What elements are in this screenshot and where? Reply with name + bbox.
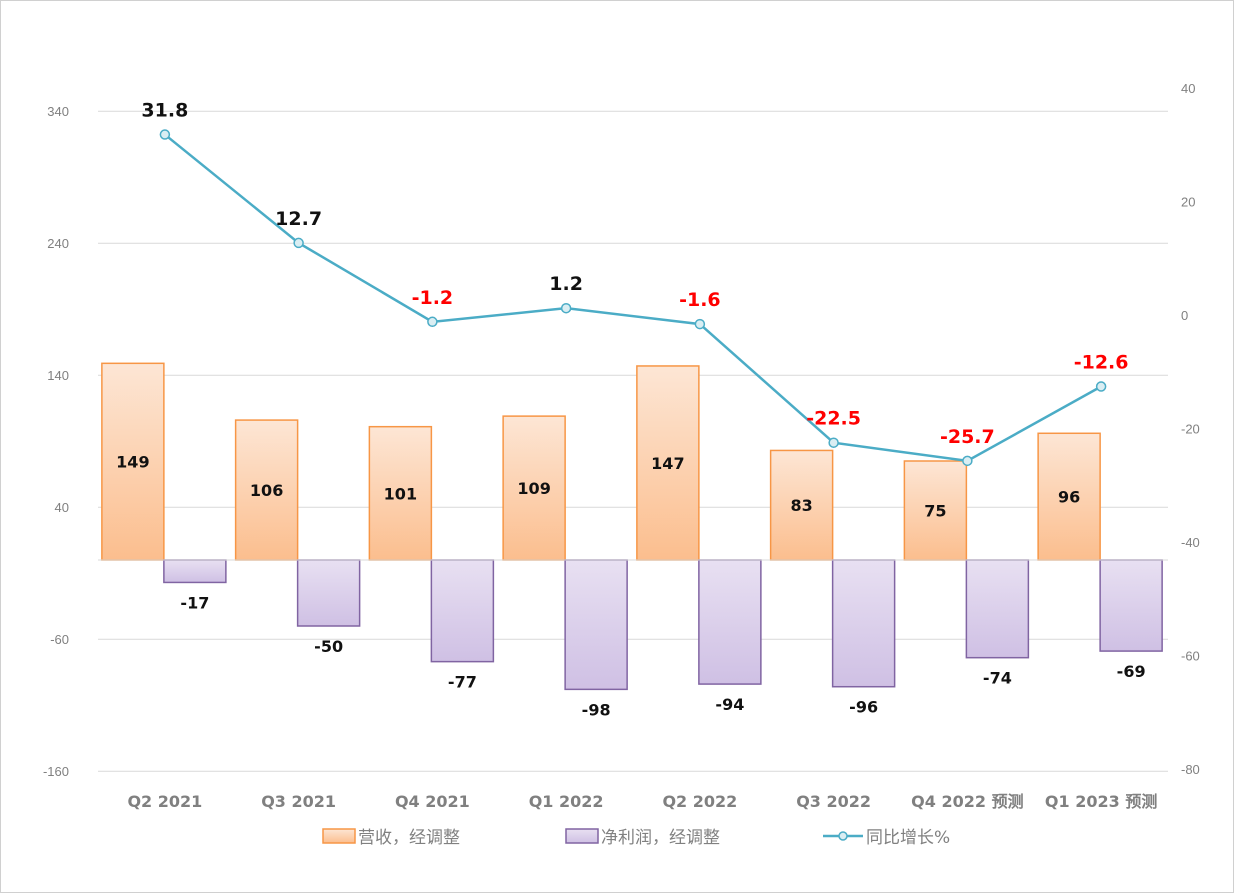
left-tick-label: -160 (43, 764, 69, 779)
growth-label: -25.7 (940, 426, 995, 448)
profit-bar (965, 559, 1030, 659)
category-label: Q3 2021 (261, 792, 336, 811)
right-tick-label: -60 (1181, 649, 1200, 664)
revenue-bar (769, 449, 834, 561)
category-label: Q3 2022 (796, 792, 871, 811)
legend-revenue-swatch (322, 828, 356, 844)
profit-label: -17 (180, 593, 209, 612)
profit-label: -94 (715, 695, 744, 714)
revenue-label: 75 (924, 502, 946, 521)
category-label: Q1 2022 (529, 792, 604, 811)
growth-line (164, 133, 1102, 463)
growth-label: -12.6 (1074, 352, 1129, 374)
growth-point (427, 316, 438, 328)
legend-profit-label: 净利润，经调整 (601, 828, 720, 848)
growth-label: -1.6 (679, 289, 721, 311)
revenue-bar (234, 419, 299, 561)
revenue-label: 83 (790, 496, 812, 515)
right-tick-label: -80 (1181, 762, 1200, 777)
category-label: Q4 2021 (395, 792, 470, 811)
profit-bar (831, 559, 896, 688)
growth-point (560, 302, 572, 314)
growth-label: 1.2 (549, 273, 583, 295)
growth-label: 31.8 (141, 100, 188, 122)
category-label: Q1 2023 预测 (1045, 792, 1157, 811)
profit-bar (296, 559, 361, 627)
revenue-label: 101 (384, 484, 417, 503)
profit-bar (163, 559, 227, 584)
profit-bar (698, 559, 762, 685)
profit-label: -74 (983, 669, 1012, 688)
revenue-label: 149 (116, 453, 149, 472)
profit-label: -98 (582, 700, 611, 719)
legend-growth-label: 同比增长% (866, 828, 950, 848)
right-tick-label: 0 (1181, 308, 1188, 323)
growth-point (962, 455, 973, 467)
category-label: Q2 2021 (127, 792, 202, 811)
legend-growth-marker (838, 831, 848, 841)
right-tick-label: 40 (1181, 81, 1195, 96)
growth-point (293, 237, 304, 249)
profit-bar (430, 559, 495, 663)
profit-label: -69 (1117, 662, 1146, 681)
revenue-label: 109 (517, 479, 550, 498)
revenue-label: 106 (250, 481, 283, 500)
growth-point (159, 129, 171, 140)
growth-label: 12.7 (275, 208, 322, 230)
category-label: Q4 2022 预测 (911, 792, 1023, 811)
profit-bar (1099, 559, 1163, 652)
growth-label: -22.5 (806, 408, 861, 430)
revenue-label: 147 (651, 454, 684, 473)
left-tick-label: 340 (47, 104, 69, 119)
profit-bar (564, 559, 628, 691)
legend-profit-swatch (565, 828, 599, 844)
revenue-bar (1037, 432, 1101, 561)
left-tick-label: 240 (47, 236, 69, 251)
right-tick-label: -20 (1181, 422, 1200, 437)
legend-revenue-label: 营收，经调整 (358, 828, 460, 848)
right-tick-label: -40 (1181, 535, 1200, 550)
category-label: Q2 2022 (662, 792, 737, 811)
profit-label: -77 (448, 673, 477, 692)
legend: 营收，经调整 净利润，经调整 同比增长% (322, 828, 950, 848)
left-tick-label: 40 (55, 500, 69, 515)
revenue-bar (903, 460, 968, 561)
revenue-bar (636, 365, 700, 561)
profit-label: -96 (849, 698, 878, 717)
left-tick-label: -60 (50, 632, 69, 647)
growth-point (694, 318, 706, 330)
growth-point (1095, 381, 1107, 392)
profit-label: -50 (314, 637, 343, 656)
revenue-bar (368, 425, 433, 561)
right-tick-label: 20 (1181, 195, 1195, 210)
left-tick-label: 140 (47, 368, 69, 383)
growth-label: -1.2 (412, 287, 454, 309)
growth-point (828, 437, 839, 448)
revenue-bar (502, 415, 566, 561)
revenue-label: 96 (1058, 488, 1080, 507)
